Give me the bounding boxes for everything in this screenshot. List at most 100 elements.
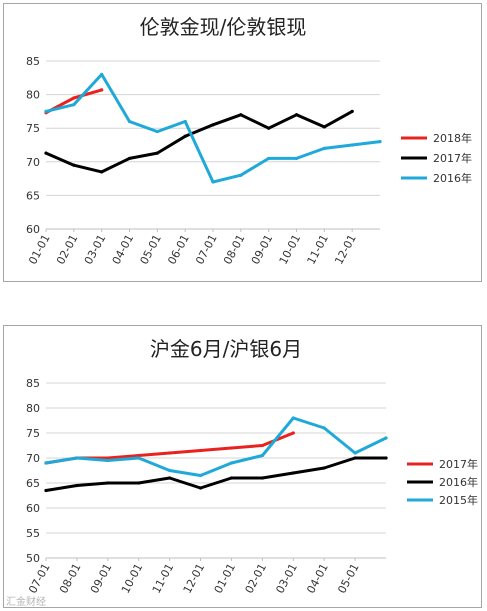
- y-tick-label: 85: [26, 377, 40, 390]
- y-tick-label: 85: [26, 55, 40, 68]
- x-tick-label: 02-01: [243, 561, 269, 595]
- series-point: [106, 458, 110, 463]
- x-tick-label: 03-01: [273, 561, 299, 595]
- y-tick-label: 55: [26, 527, 40, 540]
- series-point: [168, 476, 172, 480]
- y-tick-label: 75: [26, 427, 40, 440]
- x-tick-label: 12-01: [181, 561, 207, 595]
- series-point: [211, 180, 215, 184]
- x-tick-label: 07-01: [26, 561, 52, 595]
- series-point: [350, 143, 354, 147]
- series-point: [183, 119, 187, 124]
- x-tick-label: 08-01: [221, 232, 247, 266]
- series-point: [353, 451, 357, 455]
- x-tick-label: 04-01: [304, 561, 330, 595]
- series-point: [211, 123, 215, 127]
- watermark-text: 汇金财经: [6, 597, 46, 608]
- series-line-1: [44, 456, 388, 492]
- legend-label: 2018年: [433, 131, 472, 145]
- x-tick-label: 01-01: [212, 561, 238, 595]
- x-tick-label: 04-01: [110, 232, 136, 266]
- x-tick-label: 01-01: [26, 232, 52, 266]
- series-point: [168, 468, 172, 473]
- series-point: [44, 488, 48, 493]
- series-point: [260, 453, 264, 458]
- y-tick-label: 70: [26, 156, 40, 169]
- chart-london-gold-silver: 伦敦金现/伦敦银现 60 65 70 75 80 85 01-01 02-01 03-01 04-0…: [26, 15, 472, 267]
- series-point: [291, 431, 295, 435]
- series-point: [350, 109, 354, 113]
- series-point: [106, 481, 110, 485]
- series-point: [378, 140, 382, 144]
- series-point: [44, 151, 48, 155]
- x-tick-label: 09-01: [249, 232, 275, 266]
- series-point: [294, 156, 299, 161]
- series-line-2: [44, 416, 388, 477]
- legend-label: 2015年: [439, 493, 478, 507]
- x-tick-label: 02-01: [54, 232, 80, 266]
- series-point: [322, 146, 326, 150]
- series-point: [100, 72, 104, 77]
- series-point: [168, 451, 172, 455]
- series-point: [322, 466, 326, 470]
- chart-title: 沪金6月/沪银6月: [150, 337, 302, 361]
- y-tick-label: 80: [26, 402, 40, 415]
- x-tick-label: 11-01: [304, 232, 330, 266]
- x-tick-label: 10-01: [119, 561, 145, 595]
- y-tick-label: 50: [26, 552, 40, 565]
- series-point: [100, 88, 104, 92]
- series-point: [155, 129, 159, 134]
- series-point: [127, 156, 132, 161]
- x-tick-label: 11-01: [150, 561, 176, 595]
- series-point: [291, 416, 295, 420]
- series-point: [229, 476, 234, 480]
- series-point: [75, 456, 79, 460]
- y-tick-label: 65: [26, 477, 40, 490]
- x-tick-label: 08-01: [57, 561, 83, 595]
- y-tick-label: 60: [26, 502, 40, 515]
- x-tick-label: 07-01: [193, 232, 219, 266]
- series-point: [44, 109, 48, 113]
- series-point: [384, 436, 388, 440]
- x-tick-label: 05-01: [335, 561, 361, 595]
- series-point: [260, 476, 264, 480]
- series-point: [239, 113, 243, 117]
- series-point: [229, 461, 234, 465]
- series-point: [44, 461, 48, 465]
- series-point: [260, 443, 264, 448]
- series-point: [291, 471, 295, 475]
- series-point: [198, 473, 203, 478]
- series-point: [294, 113, 299, 117]
- chart-panel-shfe: 沪金6月/沪银6月 50 55 60 65 70 75 80 85 07-01 08-01 09-01…: [3, 325, 482, 608]
- series-point: [127, 119, 132, 124]
- legend-label: 2017年: [433, 151, 472, 165]
- y-tick-label: 80: [26, 89, 40, 102]
- chart-title: 伦敦金现/伦敦银现: [140, 15, 307, 39]
- x-tick-label: 10-01: [277, 232, 303, 266]
- series-point: [267, 156, 271, 161]
- series-point: [322, 125, 326, 129]
- series-point: [198, 486, 203, 490]
- series-point: [198, 448, 203, 453]
- legend-label: 2016年: [433, 171, 472, 185]
- y-tick-label: 60: [26, 223, 40, 236]
- series-point: [267, 126, 271, 130]
- series-point: [137, 453, 141, 458]
- series-point: [353, 456, 357, 460]
- x-tick-label: 12-01: [332, 232, 358, 266]
- series-point: [72, 96, 76, 100]
- series-point: [72, 103, 76, 107]
- series-point: [137, 456, 141, 460]
- series-point: [183, 134, 187, 138]
- x-tick-label: 09-01: [88, 561, 114, 595]
- series-point: [100, 170, 104, 174]
- legend-label: 2016年: [439, 475, 478, 489]
- series-point: [239, 173, 243, 177]
- chart-panel-london: 伦敦金现/伦敦银现 60 65 70 75 80 85 01-01 02-01 03-01 04-0…: [3, 3, 482, 282]
- x-tick-label: 06-01: [165, 232, 191, 266]
- series-point: [137, 481, 141, 485]
- series-point: [229, 446, 234, 450]
- series-point: [72, 163, 76, 167]
- series-line-1: [44, 109, 354, 174]
- legend-label: 2017年: [439, 457, 478, 471]
